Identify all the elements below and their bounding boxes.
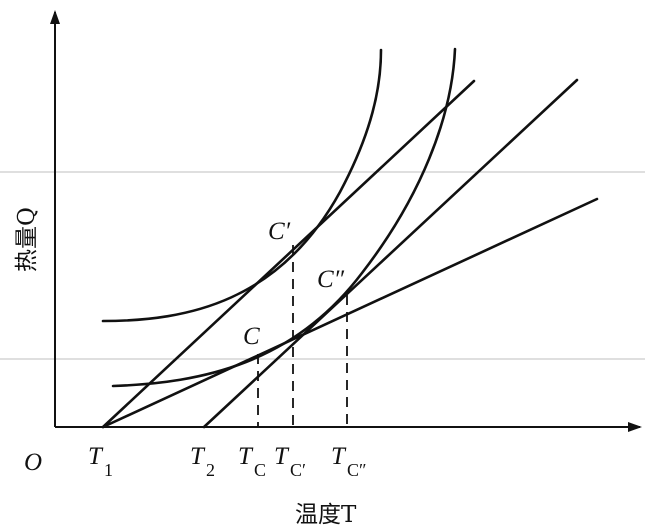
curve-lower	[111, 47, 457, 388]
y-axis-label: 热量Q	[14, 207, 40, 272]
tick-label-tc-prime-sub: C′	[290, 460, 306, 480]
x-axis-label: 温度T	[295, 502, 357, 528]
operating-line-1	[101, 79, 476, 429]
point-label-c-prime: C′	[268, 218, 291, 245]
tick-label-tc-sub: C	[254, 460, 266, 480]
tick-label-tc-double-prime-main: T	[331, 443, 347, 470]
tick-label-t2-sub: 2	[206, 460, 215, 480]
tick-label-t1-sub: 1	[104, 460, 113, 480]
point-label-c-double-prime: C″	[317, 266, 345, 293]
tick-label-t2-main: T	[190, 443, 206, 470]
tick-label-t1-main: T	[88, 443, 104, 470]
tick-label-tc-prime-main: T	[274, 443, 290, 470]
origin-label: O	[24, 449, 42, 476]
operating-line-2	[101, 197, 599, 429]
tick-label-tc-main: T	[238, 443, 254, 470]
tick-label-tc-double-prime-sub: C″	[347, 460, 367, 480]
operating-line-3	[202, 78, 579, 429]
point-label-c: C	[243, 323, 260, 350]
curve-upper	[101, 48, 383, 323]
